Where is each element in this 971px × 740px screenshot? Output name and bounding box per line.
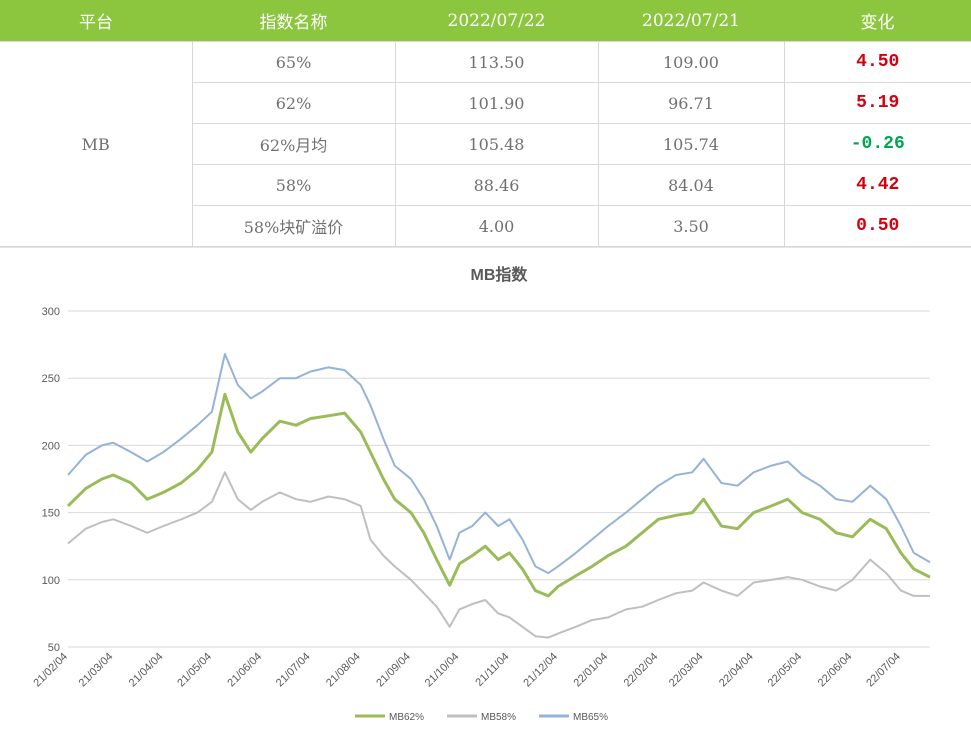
value-date-2-cell: 109.00 (597, 41, 785, 83)
index-name-cell: 62%月均 (191, 123, 396, 165)
series-line-mb58pct (67, 471, 930, 639)
change-cell: -0.26 (783, 123, 971, 165)
chart-title: MB指数 (471, 265, 529, 284)
x-tick-label: 22/07/04 (864, 651, 903, 690)
header-index-name: 指数名称 (192, 0, 395, 42)
value-date-2-cell: 105.74 (597, 123, 785, 165)
y-tick-label: 100 (42, 575, 60, 587)
x-tick-label: 21/07/04 (274, 651, 313, 690)
legend-label: MB58% (481, 712, 516, 723)
change-cell: 5.19 (783, 82, 971, 124)
value-date-1-cell: 105.48 (394, 123, 599, 165)
legend-label: MB65% (573, 712, 608, 723)
value-date-1-cell: 88.46 (394, 164, 599, 206)
y-tick-label: 200 (42, 440, 60, 452)
x-tick-label: 21/10/04 (423, 651, 462, 690)
x-tick-label: 21/04/04 (127, 651, 166, 690)
chart-panel: MB指数 50 100 150 200 250 300 21/02/04 21/03/04 21/… (0, 247, 971, 740)
value-date-2-cell: 84.04 (597, 164, 785, 206)
x-tick-label: 21/05/04 (175, 651, 214, 690)
header-platform: 平台 (0, 0, 192, 42)
legend-label: MB62% (389, 712, 424, 723)
mb-index-chart: MB指数 50 100 150 200 250 300 21/02/04 21/03/04 21/… (0, 248, 971, 738)
table-row: MB 65% 113.50 109.00 4.50 (0, 41, 971, 247)
index-table: 平台 指数名称 2022/07/22 2022/07/21 变化 MB 65% 11… (0, 0, 971, 247)
index-name-cell: 65% (191, 41, 396, 83)
index-name-cell: 58% (191, 164, 396, 206)
value-date-2-cell: 96.71 (597, 82, 785, 124)
series-line-mb65pct (67, 353, 931, 575)
index-name-cell: 58%块矿溢价 (191, 205, 396, 247)
chart-svg: MB指数 50 100 150 200 250 300 21/02/04 21/03/04 21/… (31, 265, 931, 723)
x-tick-label: 22/01/04 (572, 651, 611, 690)
header-date-1: 2022/07/22 (395, 0, 598, 42)
x-tick-label: 21/02/04 (31, 651, 70, 690)
header-change: 变化 (784, 0, 971, 42)
change-cell: 4.50 (783, 41, 971, 83)
y-tick-label: 150 (42, 508, 60, 520)
value-date-2-cell: 3.50 (597, 205, 785, 247)
series-line-mb62pct (66, 392, 931, 598)
x-tick-label: 22/02/04 (622, 651, 661, 690)
x-tick-label: 21/12/04 (521, 651, 560, 690)
index-name-cell: 62% (191, 82, 396, 124)
table-header-row: 平台 指数名称 2022/07/22 2022/07/21 变化 (0, 0, 971, 42)
x-tick-label: 22/05/04 (766, 651, 805, 690)
table-row: 62% 101.90 96.71 5.19 (0, 82, 971, 124)
value-date-1-cell: 101.90 (394, 82, 599, 124)
platform-cell: MB (0, 41, 193, 247)
x-tick-label: 21/03/04 (77, 651, 116, 690)
x-tick-label: 21/06/04 (225, 651, 264, 690)
table-row: 58%块矿溢价 4.00 3.50 0.50 (0, 205, 971, 247)
change-cell: 0.50 (783, 205, 971, 247)
x-tick-label: 21/09/04 (374, 651, 413, 690)
x-tick-label: 22/06/04 (816, 651, 855, 690)
table-body: MB 65% 113.50 109.00 4.50 62% 101.90 96.71 5.19 6… (0, 41, 971, 247)
x-tick-label: 22/03/04 (667, 651, 706, 690)
x-tick-label: 21/11/04 (473, 651, 511, 689)
x-tick-label: 21/08/04 (324, 651, 363, 690)
x-tick-label: 22/04/04 (717, 651, 756, 690)
change-cell: 4.42 (783, 164, 971, 206)
value-date-1-cell: 113.50 (394, 41, 599, 83)
y-tick-label: 300 (42, 306, 60, 318)
value-date-1-cell: 4.00 (394, 205, 599, 247)
y-tick-label: 50 (48, 642, 60, 654)
header-date-2: 2022/07/21 (598, 0, 784, 42)
y-tick-label: 250 (42, 373, 60, 385)
